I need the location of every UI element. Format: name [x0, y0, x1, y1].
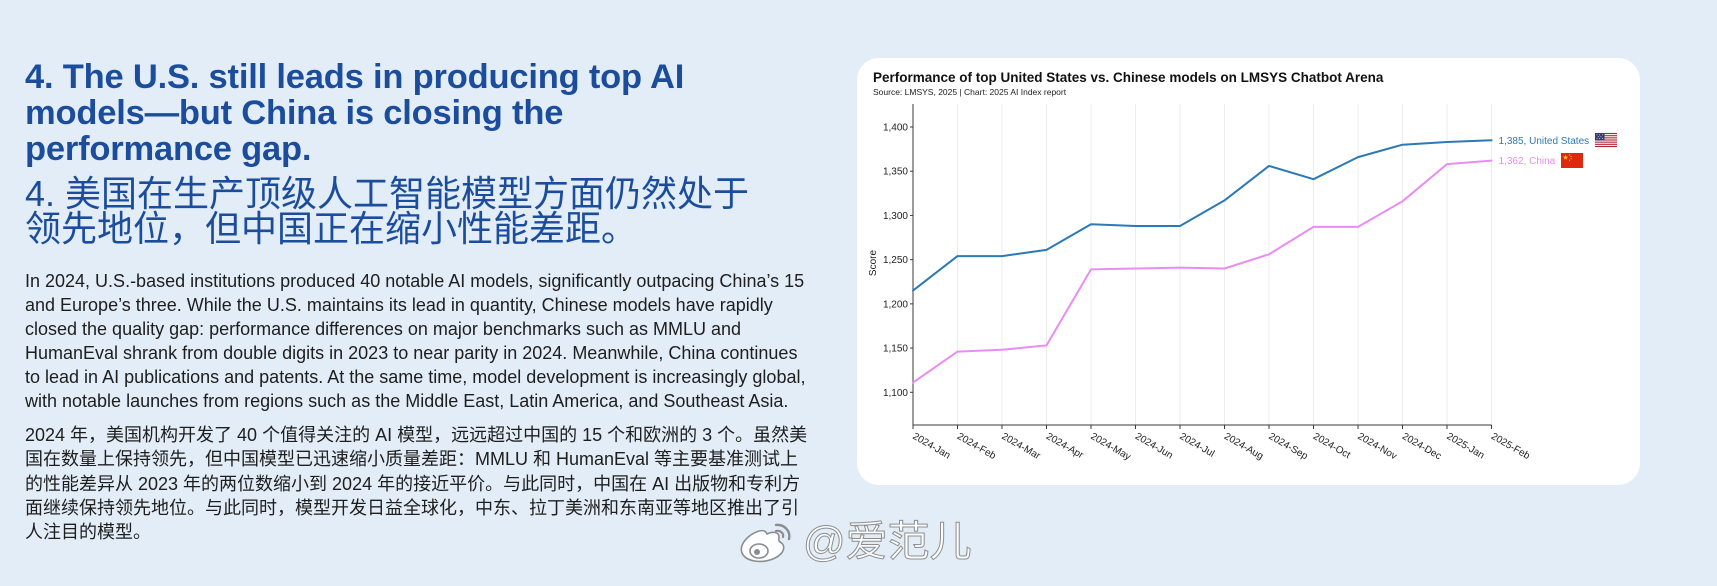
chart-card: Performance of top United States vs. Chi…	[857, 58, 1640, 485]
line-chart: Score	[868, 104, 1618, 463]
united-states-end-label: 1,385, United States	[1499, 136, 1590, 147]
china-end-value: 1,362	[1499, 156, 1524, 167]
section-heading-english: 4. The U.S. still leads in producing top…	[25, 58, 685, 168]
united-states-series-name: United States	[1529, 136, 1589, 147]
y-tick-label: 1,300	[883, 211, 908, 222]
body-paragraph-chinese: 2024 年，美国机构开发了 40 个值得关注的 AI 模型，远远超过中国的 1…	[25, 425, 808, 543]
china-flag-icon	[1561, 153, 1583, 168]
china-end-label: 1,362, China	[1499, 156, 1556, 167]
body-paragraph-english: In 2024, U.S.-based institutions produce…	[25, 271, 806, 411]
x-tick-label: 2024-May	[1089, 431, 1133, 463]
y-tick-label: 1,250	[883, 255, 908, 266]
x-tick-label: 2024-Apr	[1044, 431, 1086, 461]
x-tick-label: 2024-Jan	[911, 431, 953, 461]
y-tick-label: 1,200	[883, 299, 908, 310]
united-states-end-value: 1,385	[1499, 136, 1524, 147]
x-tick-label: 2024-Nov	[1356, 431, 1399, 462]
chart-title: Performance of top United States vs. Chi…	[873, 70, 1384, 85]
china-series-line	[912, 159, 1493, 384]
y-tick-label: 1,350	[883, 167, 908, 178]
x-tick-label: 2025-Feb	[1489, 431, 1532, 462]
us-flag-icon	[1594, 132, 1618, 148]
x-tick-label: 2024-Dec	[1400, 431, 1443, 462]
x-tick-label: 2024-Feb	[955, 431, 998, 462]
y-axis-label: Score	[868, 250, 879, 277]
x-tick-label: 2024-Sep	[1267, 431, 1310, 462]
weibo-logo-icon	[737, 519, 795, 565]
china-series-name: China	[1529, 156, 1556, 167]
watermark: @爱范儿	[737, 518, 972, 566]
y-tick-label: 1,400	[883, 122, 908, 133]
x-tick-label: 2024-Aug	[1222, 431, 1265, 462]
x-tick-label: 2024-Mar	[1000, 431, 1043, 462]
x-tick-label: 2024-Jul	[1178, 431, 1217, 460]
y-tick-label: 1,100	[883, 388, 908, 399]
y-tick-label: 1,150	[883, 344, 908, 355]
section-heading-chinese: 4. 美国在生产顶级人工智能模型方面仍然处于领先地位，但中国正在缩小性能差距。	[25, 173, 750, 249]
united-states-series-line	[912, 139, 1493, 292]
watermark-text: @爱范儿	[803, 518, 973, 566]
x-gridlines	[912, 104, 1492, 425]
x-tick-label: 2024-Jun	[1133, 431, 1175, 461]
x-tick-label: 2025-Jan	[1445, 431, 1487, 461]
x-tick-label: 2024-Oct	[1311, 431, 1352, 461]
chart-subtitle: Source: LMSYS, 2025 | Chart: 2025 AI Ind…	[873, 87, 1067, 97]
